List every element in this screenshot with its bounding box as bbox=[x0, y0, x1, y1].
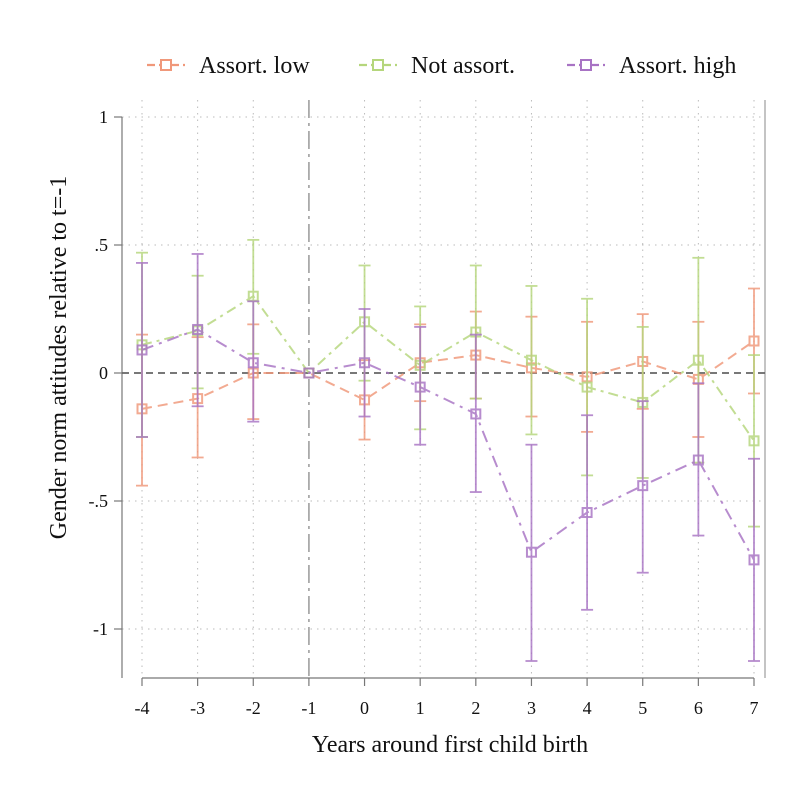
x-tick-label: 5 bbox=[638, 698, 647, 718]
x-tick-label: -4 bbox=[135, 698, 150, 718]
x-tick-label: 2 bbox=[471, 698, 480, 718]
y-axis-title: Gender norm attitudes relative to t=-1 bbox=[46, 176, 72, 539]
data-point-marker bbox=[470, 408, 482, 420]
data-point-marker bbox=[637, 480, 649, 492]
series-line bbox=[141, 328, 755, 561]
series-group bbox=[136, 287, 760, 487]
x-axis-title: Years around first child birth bbox=[312, 732, 588, 758]
y-tick-label: -1 bbox=[93, 619, 108, 639]
data-point-marker bbox=[414, 381, 426, 393]
x-tick-label: 3 bbox=[527, 698, 536, 718]
data-point-marker bbox=[525, 546, 537, 558]
y-tick-label: 1 bbox=[99, 107, 108, 127]
data-point-marker bbox=[359, 357, 371, 369]
x-tick-label: 1 bbox=[416, 698, 425, 718]
data-point-marker bbox=[136, 344, 148, 356]
x-tick-label: 0 bbox=[360, 698, 369, 718]
y-tick-label: .5 bbox=[95, 235, 109, 255]
data-point-marker bbox=[748, 435, 760, 447]
data-point-marker bbox=[581, 381, 593, 393]
data-point-marker bbox=[692, 454, 704, 466]
x-tick-label: -3 bbox=[190, 698, 205, 718]
data-point-marker bbox=[303, 367, 315, 379]
x-tick-label: -2 bbox=[246, 698, 261, 718]
data-point-marker bbox=[748, 335, 760, 347]
legend-swatch-marker bbox=[580, 59, 592, 71]
legend-label: Assort. high bbox=[619, 53, 736, 79]
x-tick-label: -1 bbox=[301, 698, 316, 718]
data-point-marker bbox=[247, 357, 259, 369]
data-point-marker bbox=[748, 554, 760, 566]
y-tick-label: -.5 bbox=[89, 491, 109, 511]
y-tick-label: 0 bbox=[99, 363, 108, 383]
data-point-marker bbox=[192, 323, 204, 335]
data-point-marker bbox=[525, 354, 537, 366]
x-tick-label: 6 bbox=[694, 698, 703, 718]
legend-swatch-marker bbox=[372, 59, 384, 71]
legend-swatch-marker bbox=[160, 59, 172, 71]
data-point-marker bbox=[581, 507, 593, 519]
series-group bbox=[136, 238, 760, 528]
legend-label: Assort. low bbox=[199, 53, 310, 79]
series-line bbox=[141, 294, 755, 442]
data-point-marker bbox=[692, 354, 704, 366]
legend-label: Not assort. bbox=[411, 53, 515, 79]
x-tick-label: 7 bbox=[750, 698, 759, 718]
x-tick-label: 4 bbox=[583, 698, 592, 718]
series-group bbox=[136, 253, 760, 662]
